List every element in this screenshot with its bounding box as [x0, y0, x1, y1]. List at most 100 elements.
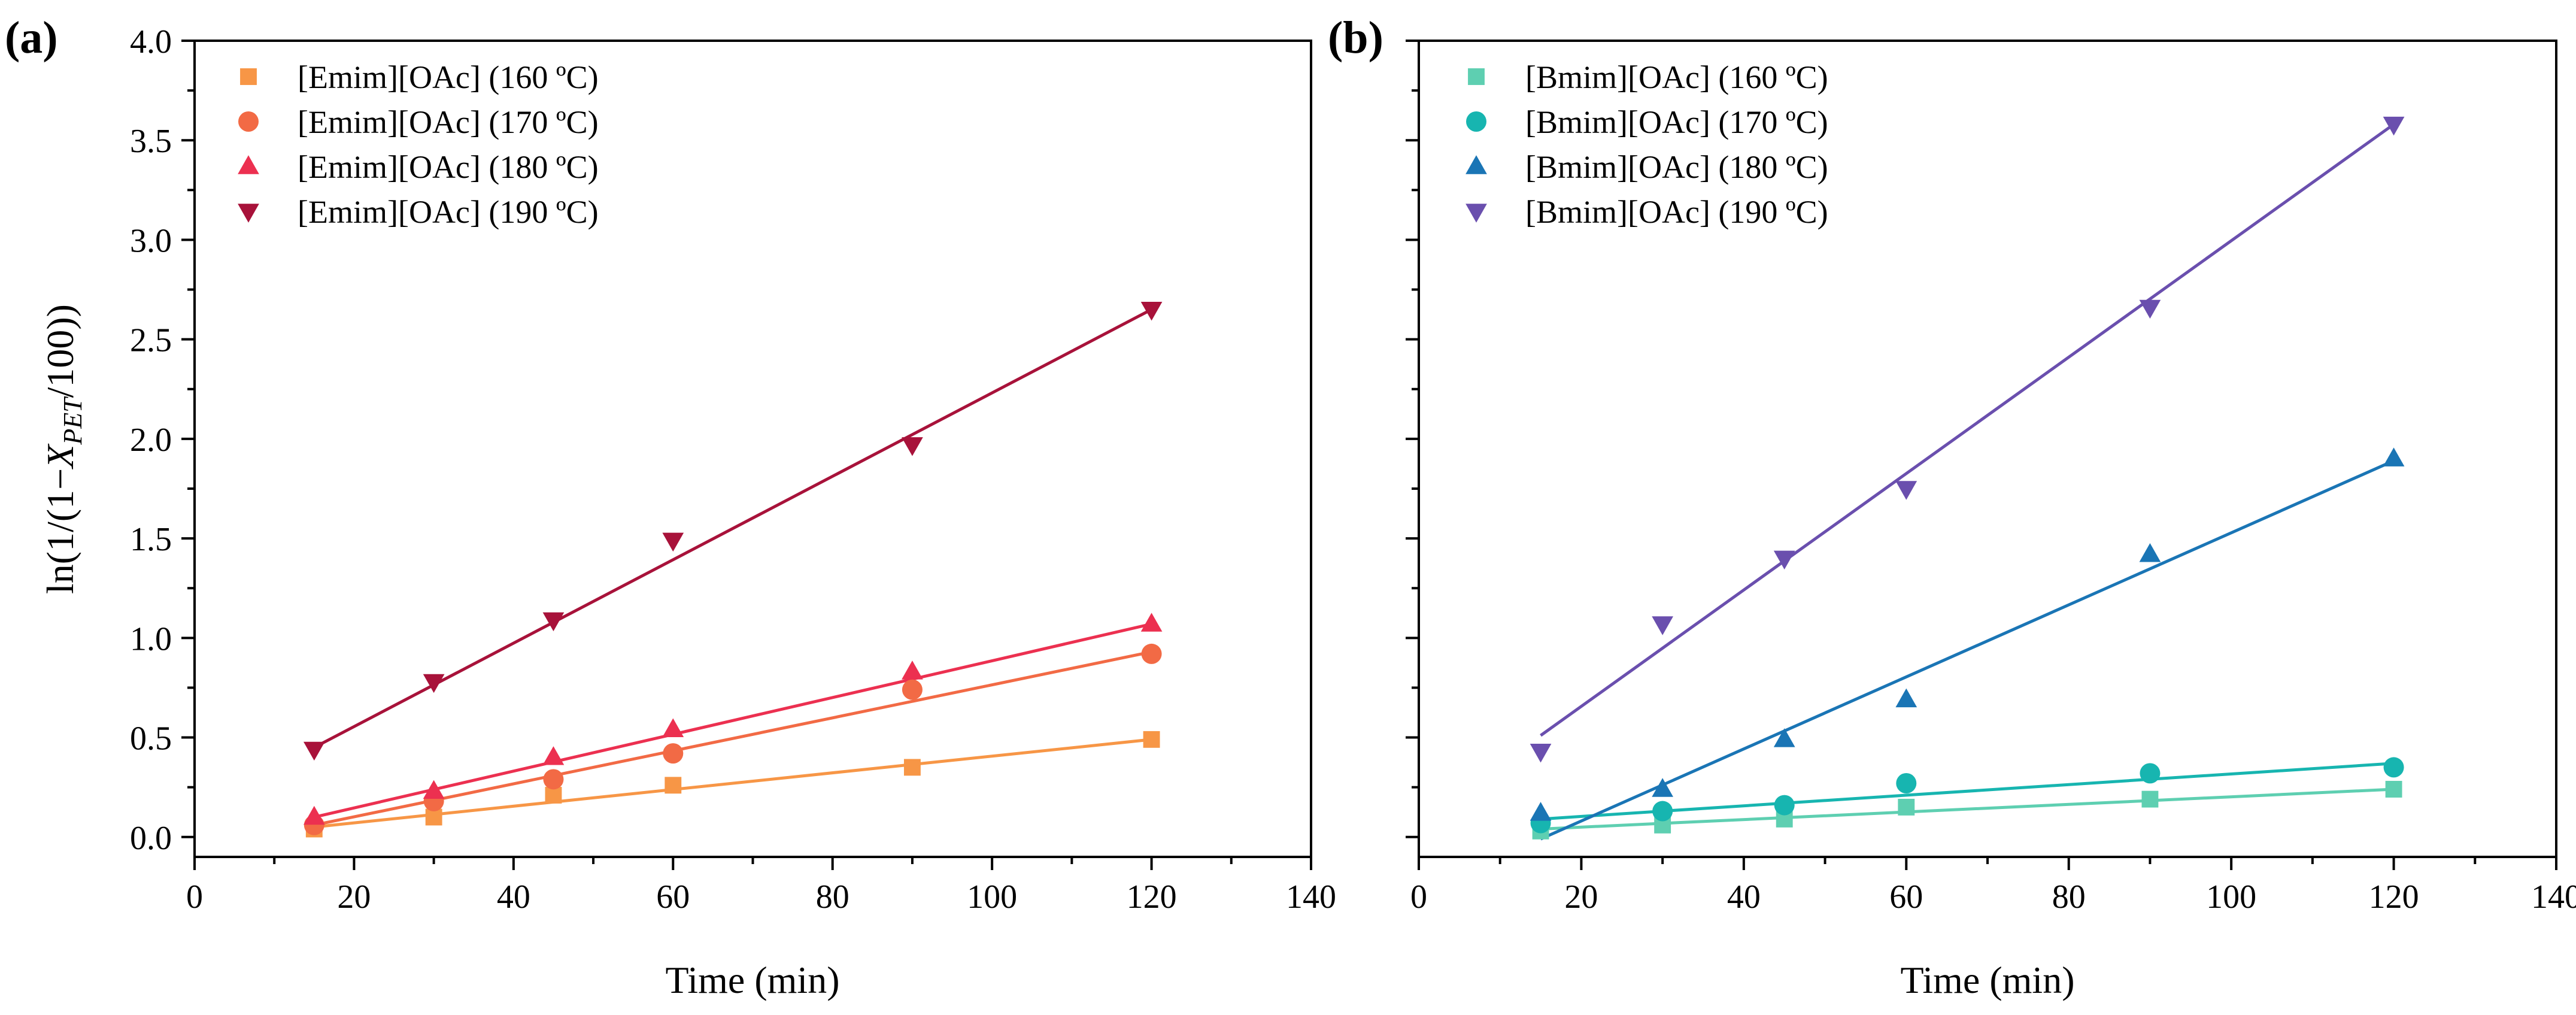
legend-label: [Emim][OAc] (170 ºC) — [298, 104, 599, 140]
legend-a: [Emim][OAc] (160 ºC) [Emim][OAc] (170 ºC)… — [238, 59, 599, 230]
fit-lines-a — [313, 308, 1152, 829]
data-point — [1652, 778, 1673, 797]
legend-label: [Bmim][OAc] (160 ºC) — [1525, 59, 1828, 95]
data-point — [2139, 543, 2161, 562]
data-point — [1773, 728, 1795, 747]
legend-marker — [1468, 68, 1485, 85]
y-tick-label: 2.5 — [130, 322, 172, 359]
x-tick-label: 0 — [186, 878, 203, 916]
data-point — [902, 660, 923, 680]
legend-label: [Emim][OAc] (160 ºC) — [298, 59, 599, 95]
data-points-a — [303, 302, 1163, 838]
data-point — [423, 674, 445, 693]
legend-label: [Bmim][OAc] (170 ºC) — [1525, 104, 1828, 140]
legend-marker — [240, 68, 257, 85]
legend-label: [Emim][OAc] (180 ºC) — [298, 149, 599, 185]
x-tick-label: 120 — [1127, 878, 1177, 916]
axis-ticks-b — [1406, 40, 2557, 870]
y-tick-label: 3.0 — [130, 222, 172, 259]
data-point — [2385, 781, 2402, 798]
data-point — [542, 746, 565, 765]
fit-line — [314, 650, 1152, 827]
data-point — [1773, 550, 1795, 570]
y-tick-label: 0.0 — [130, 820, 172, 857]
y-axis-title-a: ln(1/(1−XPET/100)) — [39, 304, 87, 594]
y-tick-label: 4.0 — [130, 23, 172, 60]
data-points-b — [1530, 116, 2405, 840]
data-point — [545, 787, 562, 804]
legend-marker — [238, 155, 259, 174]
data-point — [2383, 116, 2405, 136]
panel-a: 0 20 40 60 80 100 120 140 0.0 0.5 1.0 1.5 2.0 2.5 3.0… — [5, 13, 1336, 1001]
y-tick-labels-a: 0.0 0.5 1.0 1.5 2.0 2.5 3.0 3.5 4.0 — [130, 23, 172, 857]
legend-label: [Bmim][OAc] (190 ºC) — [1525, 194, 1828, 230]
data-point — [2140, 763, 2161, 784]
fit-line — [1540, 123, 2395, 737]
x-tick-label: 100 — [967, 878, 1017, 916]
x-tick-label: 40 — [497, 878, 530, 916]
fit-line — [1540, 762, 2394, 821]
y-tick-label: 2.0 — [130, 422, 172, 459]
data-point — [1530, 802, 1552, 821]
data-point — [1895, 481, 1917, 500]
y-tick-label: 1.0 — [130, 620, 172, 658]
data-point — [1143, 731, 1160, 748]
x-tick-label: 20 — [337, 878, 371, 916]
y-tick-label: 3.5 — [130, 123, 172, 160]
x-tick-labels-b: 0 20 40 60 80 100 120 140 — [1410, 878, 2576, 916]
fit-line — [313, 308, 1152, 749]
x-tick-label: 80 — [2052, 878, 2086, 916]
data-point — [1898, 798, 1915, 816]
data-point — [543, 769, 564, 790]
x-axis-title-b: Time (min) — [1901, 959, 2075, 1001]
y-title-prefix: ln(1/(1− — [39, 468, 81, 594]
axis-ticks-a — [181, 40, 1312, 870]
data-point — [425, 808, 442, 826]
panel-label-a: (a) — [5, 13, 58, 63]
legend-marker — [238, 204, 259, 223]
x-tick-label: 60 — [656, 878, 690, 916]
data-point — [902, 679, 923, 700]
legend-b: [Bmim][OAc] (160 ºC) [Bmim][OAc] (170 ºC)… — [1466, 59, 1828, 230]
data-point — [1530, 744, 1552, 763]
y-title-sub: PET — [58, 396, 87, 446]
x-tick-labels-a: 0 20 40 60 80 100 120 140 — [186, 878, 1336, 916]
data-point — [665, 777, 682, 794]
data-point — [663, 743, 684, 764]
x-tick-label: 40 — [1727, 878, 1761, 916]
x-tick-label: 140 — [1286, 878, 1336, 916]
data-point — [662, 718, 684, 737]
x-tick-label: 140 — [2531, 878, 2576, 916]
data-point — [542, 612, 565, 632]
panel-label-b: (b) — [1328, 13, 1383, 63]
legend-label: [Emim][OAc] (190 ºC) — [298, 194, 599, 230]
data-point — [1140, 302, 1163, 321]
x-tick-label: 80 — [816, 878, 849, 916]
data-point — [2383, 447, 2405, 466]
x-tick-label: 20 — [1564, 878, 1598, 916]
data-point — [1141, 643, 1162, 664]
data-point — [903, 759, 921, 776]
y-title-suffix: /100)) — [39, 304, 81, 398]
data-point — [423, 780, 445, 799]
data-point — [662, 532, 684, 552]
legend-marker — [1466, 204, 1487, 223]
data-point — [1140, 613, 1163, 632]
legend-marker — [1466, 155, 1487, 174]
x-tick-label: 60 — [1889, 878, 1923, 916]
data-point — [303, 741, 325, 761]
data-point — [1774, 795, 1795, 816]
fit-line — [314, 738, 1152, 829]
data-point — [303, 805, 325, 825]
y-tick-label: 1.5 — [130, 521, 172, 558]
data-point — [1652, 801, 1673, 822]
x-axis-title-a: Time (min) — [666, 959, 840, 1001]
fit-line — [1540, 787, 2394, 831]
data-point — [2383, 757, 2404, 778]
fit-line — [1540, 459, 2395, 841]
fit-line — [314, 622, 1152, 819]
legend-marker — [1466, 111, 1486, 132]
data-point — [1895, 688, 1917, 708]
x-tick-label: 0 — [1410, 878, 1427, 916]
